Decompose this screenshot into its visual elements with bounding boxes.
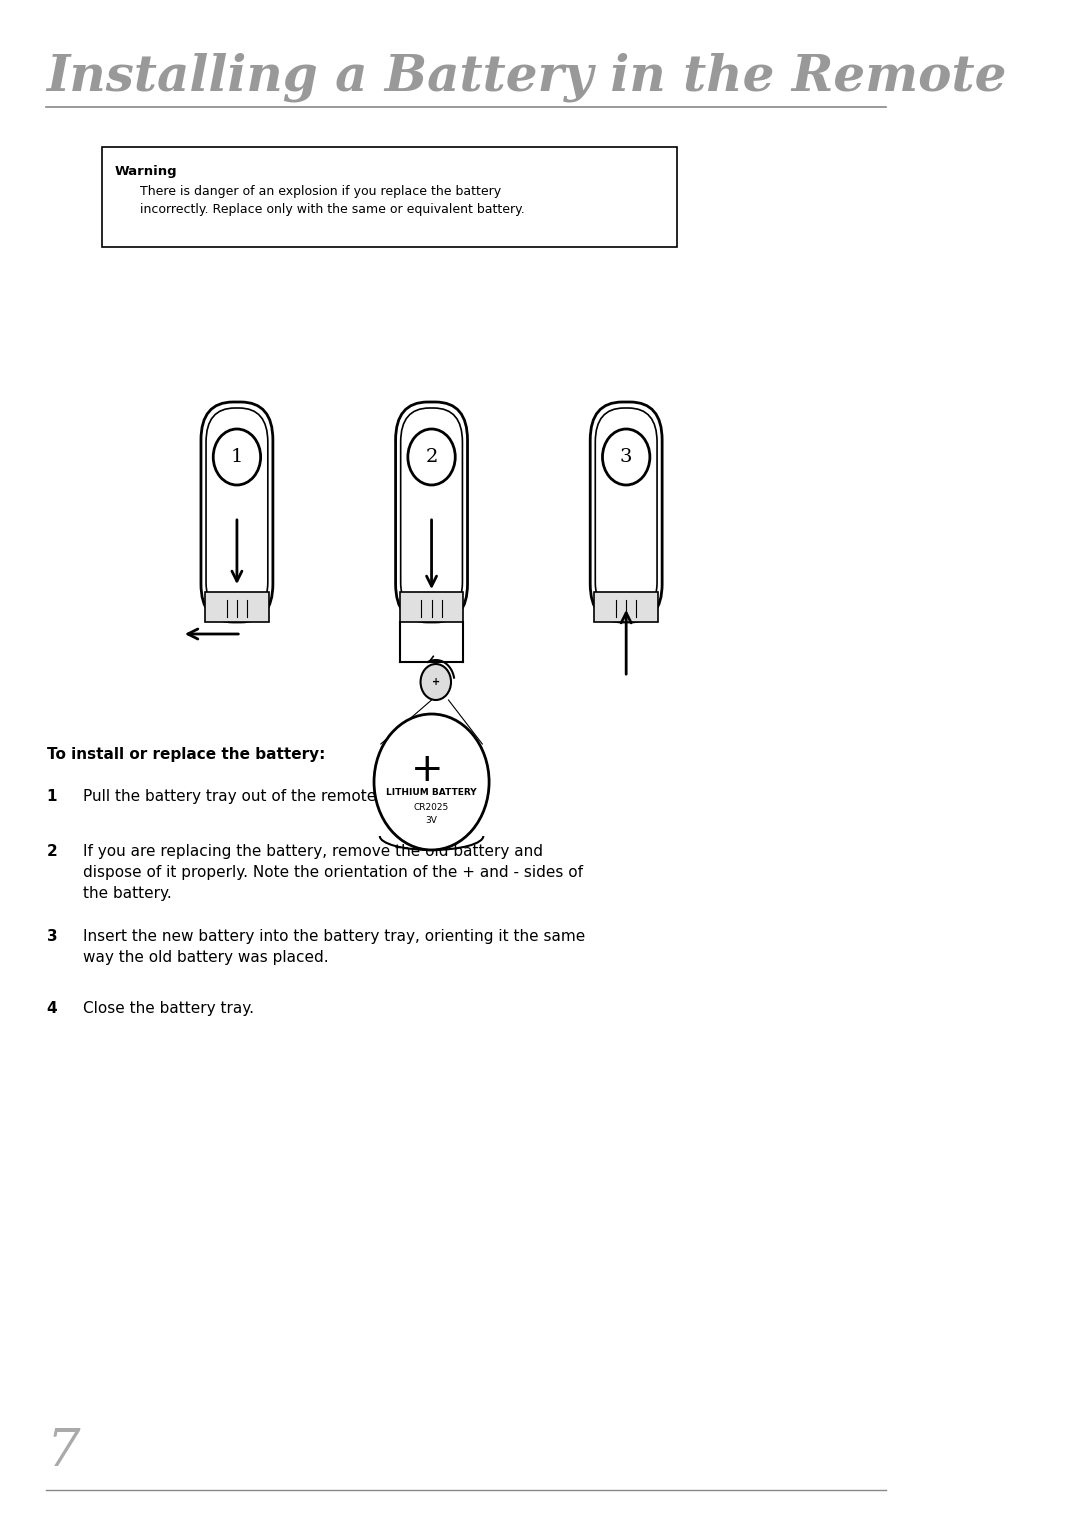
Text: 4: 4: [46, 1000, 57, 1016]
FancyBboxPatch shape: [594, 591, 658, 622]
Circle shape: [374, 714, 489, 850]
Text: If you are replacing the battery, remove the old battery and
dispose of it prope: If you are replacing the battery, remove…: [83, 844, 583, 901]
Text: 2: 2: [426, 447, 437, 466]
Text: CR2025: CR2025: [414, 803, 449, 812]
Text: 2: 2: [46, 844, 57, 859]
Text: Close the battery tray.: Close the battery tray.: [83, 1000, 254, 1016]
Text: Pull the battery tray out of the remote.: Pull the battery tray out of the remote.: [83, 789, 381, 804]
Circle shape: [408, 429, 456, 486]
Text: 3: 3: [46, 928, 57, 944]
Text: Insert the new battery into the battery tray, orienting it the same
way the old : Insert the new battery into the battery …: [83, 928, 585, 965]
Text: 3V: 3V: [426, 815, 437, 824]
Circle shape: [603, 429, 650, 486]
Text: Warning: Warning: [114, 165, 177, 178]
FancyBboxPatch shape: [401, 408, 462, 616]
Circle shape: [213, 429, 260, 486]
Text: +: +: [432, 677, 440, 686]
Text: 1: 1: [231, 447, 243, 466]
Text: Installing a Battery in the Remote: Installing a Battery in the Remote: [46, 52, 1007, 103]
FancyBboxPatch shape: [201, 401, 273, 622]
Text: +: +: [411, 751, 444, 789]
Text: 7: 7: [46, 1426, 80, 1477]
FancyBboxPatch shape: [206, 408, 268, 616]
FancyBboxPatch shape: [102, 147, 677, 247]
Circle shape: [420, 663, 451, 700]
FancyBboxPatch shape: [395, 401, 468, 622]
Text: There is danger of an explosion if you replace the battery
incorrectly. Replace : There is danger of an explosion if you r…: [139, 185, 525, 216]
FancyBboxPatch shape: [205, 591, 269, 622]
Text: To install or replace the battery:: To install or replace the battery:: [46, 748, 325, 761]
FancyBboxPatch shape: [590, 401, 662, 622]
Text: 3: 3: [620, 447, 633, 466]
FancyBboxPatch shape: [595, 408, 657, 616]
FancyBboxPatch shape: [400, 591, 463, 622]
Text: LITHIUM BATTERY: LITHIUM BATTERY: [387, 787, 477, 797]
Text: 1: 1: [46, 789, 57, 804]
